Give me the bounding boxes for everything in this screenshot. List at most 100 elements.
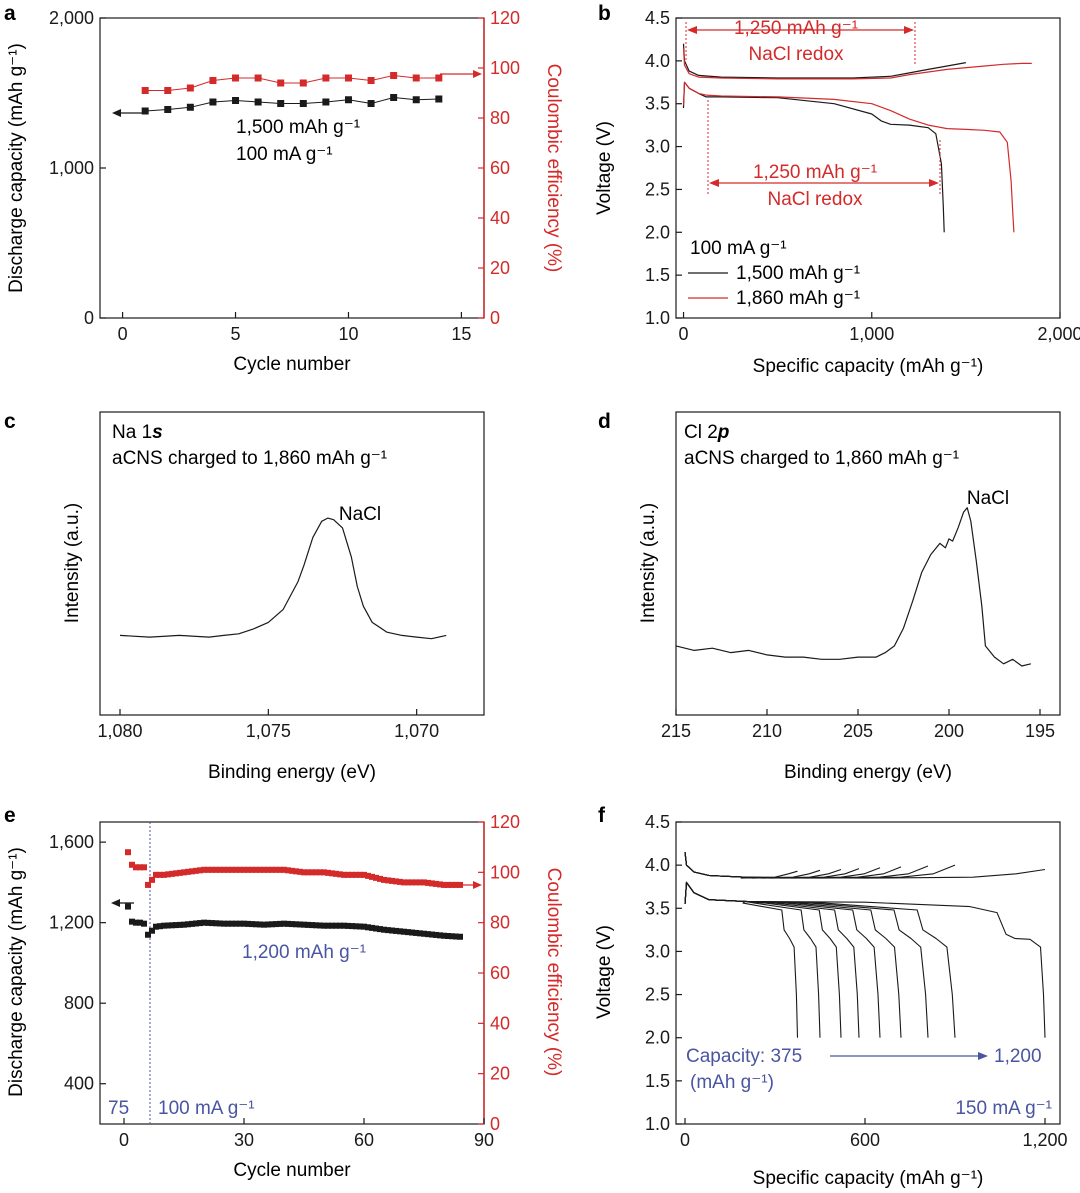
panel-e-xtick-label: 30	[234, 1130, 254, 1150]
panel-f-ytick-label: 1.5	[645, 1071, 670, 1091]
ce-point-e	[201, 866, 207, 873]
arrowhead-right-e	[473, 881, 482, 889]
capacity-point-e	[145, 931, 151, 938]
panel-f-xtick-label: 600	[850, 1130, 880, 1150]
ce-point-a	[277, 79, 285, 87]
capacity-point-e	[209, 920, 215, 927]
span-arrowhead-b-top-l	[687, 26, 697, 34]
capacity-point-e	[389, 927, 395, 934]
capacity-point-e	[425, 931, 431, 938]
capacity-point-e	[133, 919, 139, 926]
ce-point-a	[254, 74, 262, 82]
annot-b-bottom-capacity: 1,250 mAh g⁻¹	[753, 162, 877, 183]
capacity-point-a	[277, 100, 285, 107]
panel-b-ytick-label: 3.5	[645, 94, 670, 114]
ce-point-a	[209, 77, 217, 84]
capacity-point-e	[317, 922, 323, 929]
ylabel-a: Discharge capacity (mAh g⁻¹)	[6, 43, 27, 293]
annot-a-rate: 100 mA g⁻¹	[236, 144, 333, 165]
capacity-point-e	[401, 928, 407, 935]
panel-d: d 215 210 205 200 195 Cl 2p aCNS charged to …	[598, 410, 1061, 783]
ce-point-e	[381, 876, 387, 883]
charge-curve-f	[684, 852, 842, 879]
capacity-point-e	[193, 920, 199, 927]
ce-point-e	[209, 866, 215, 873]
ce-point-e	[345, 871, 351, 878]
capacity-point-e	[237, 920, 243, 927]
ce-point-e	[321, 869, 327, 876]
panel-label-e: e	[4, 804, 16, 827]
annot-e-rate-right: 100 mA g⁻¹	[158, 1098, 255, 1119]
panel-a-y2-ytick-label: 100	[490, 58, 520, 78]
plot-frame-f	[675, 821, 1061, 1125]
panel-a-ytick-label: 0	[84, 308, 94, 328]
span-arrowhead-b-bottom-r	[929, 179, 939, 187]
ce-point-e	[129, 861, 135, 868]
peak-label-d: NaCl	[967, 488, 1009, 509]
capacity-point-a	[164, 106, 172, 113]
panel-f-ytick-label: 4.5	[645, 812, 670, 832]
xlabel-c: Binding energy (eV)	[208, 762, 376, 783]
panel-a: a 0 5 10 15 0 1,000 2,000 0 20 40 60 80 100 120 Cycle…	[4, 2, 564, 375]
capacity-point-a	[435, 95, 443, 103]
capacity-point-e	[161, 922, 167, 929]
ce-point-e	[385, 877, 391, 884]
capacity-point-a	[299, 100, 307, 107]
panel-label-b: b	[598, 2, 611, 25]
legend-b-title: 100 mA g⁻¹	[690, 238, 787, 259]
ce-point-a	[412, 74, 420, 82]
capacity-point-e	[225, 920, 231, 927]
capacity-point-a	[141, 107, 149, 115]
legend-b-label-2: 1,860 mAh g⁻¹	[736, 288, 860, 309]
xlabel-a: Cycle number	[233, 354, 351, 375]
capacity-point-e	[265, 921, 271, 928]
ce-point-a	[232, 74, 240, 82]
capacity-point-e	[441, 932, 447, 939]
capacity-point-e	[149, 927, 155, 934]
xps-curve-d	[675, 507, 1032, 667]
capacity-point-e	[297, 921, 303, 928]
capacity-point-e	[157, 923, 163, 930]
panel-b-ytick-label: 4.5	[645, 8, 670, 28]
span-arrowhead-b-bottom-l	[709, 179, 719, 187]
capacity-point-e	[229, 920, 235, 927]
capacity-point-e	[241, 920, 247, 927]
ce-point-e	[357, 871, 363, 878]
capacity-point-e	[217, 920, 223, 927]
ce-point-e	[157, 871, 163, 878]
capacity-point-e	[173, 922, 179, 929]
panel-e-ytick-label: 400	[64, 1074, 94, 1094]
panel-e-y2-ytick-label: 100	[490, 862, 520, 882]
capacity-point-e	[369, 924, 375, 931]
title-c-line1: Na 1s	[112, 422, 163, 443]
annot-e-rate-left: 75	[108, 1098, 129, 1119]
panel-b-ytick-label: 2.5	[645, 179, 670, 199]
xlabel-e: Cycle number	[233, 1160, 351, 1181]
capacity-point-e	[321, 922, 327, 929]
capacity-point-e	[337, 922, 343, 929]
capacity-point-e	[181, 921, 187, 928]
panel-a-ytick-label: 2,000	[49, 8, 94, 28]
capacity-point-e	[433, 931, 439, 938]
discharge-curve-f	[684, 881, 1046, 1038]
panel-f-ytick-label: 4.0	[645, 855, 670, 875]
capacity-point-e	[313, 922, 319, 929]
panel-d-xtick-label: 210	[752, 721, 782, 741]
annot-e-capacity: 1,200 mAh g⁻¹	[242, 942, 366, 963]
ce-point-a	[367, 77, 375, 84]
plot-frame-e	[99, 821, 485, 1125]
capacity-point-e	[269, 921, 275, 928]
panel-a-y2-ytick-label: 40	[490, 208, 510, 228]
capacity-point-e	[249, 921, 255, 928]
charge-curve-f	[684, 852, 902, 879]
plot-frame-b	[675, 17, 1061, 319]
panel-b-xtick-label: 2,000	[1037, 324, 1080, 344]
ce-point-e	[425, 879, 431, 886]
ce-point-e	[197, 867, 203, 874]
capacity-point-e	[189, 920, 195, 927]
ce-point-e	[301, 869, 307, 876]
panel-e-xtick-label: 60	[354, 1130, 374, 1150]
panel-e-y2-ytick-label: 20	[490, 1064, 510, 1084]
capacity-point-e	[141, 920, 147, 927]
ce-point-e	[233, 866, 239, 873]
